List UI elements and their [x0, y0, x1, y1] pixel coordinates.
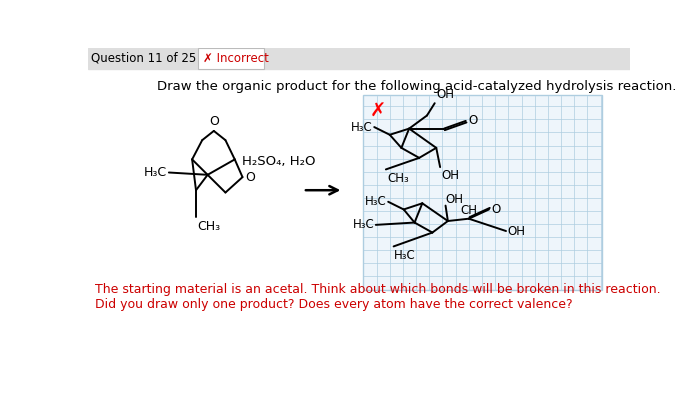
- Text: H₃C: H₃C: [393, 249, 415, 262]
- Bar: [198, 48, 264, 69]
- Text: OH: OH: [508, 224, 526, 238]
- Text: The starting material is an acetal. Think about which bonds will be broken in th: The starting material is an acetal. Thin…: [95, 283, 661, 296]
- Text: ✗: ✗: [370, 101, 386, 121]
- Text: H₂SO₄, H₂O: H₂SO₄, H₂O: [242, 155, 316, 168]
- Text: CH₃: CH₃: [387, 172, 409, 185]
- Text: OH: OH: [446, 193, 463, 206]
- Text: H₃C: H₃C: [351, 121, 372, 134]
- Bar: [88, 48, 630, 69]
- Text: O: O: [209, 115, 219, 128]
- Text: CH₃: CH₃: [197, 220, 220, 233]
- Text: OH: OH: [436, 88, 454, 101]
- Bar: [363, 96, 602, 289]
- Text: H₃C: H₃C: [365, 195, 386, 208]
- Text: Draw the organic product for the following acid-catalyzed hydrolysis reaction.: Draw the organic product for the followi…: [158, 80, 677, 93]
- Text: O: O: [468, 114, 477, 127]
- Text: Did you draw only one product? Does every atom have the correct valence?: Did you draw only one product? Does ever…: [95, 298, 573, 311]
- Text: H₃C: H₃C: [144, 166, 167, 179]
- Text: Question 11 of 25 (1 point): Question 11 of 25 (1 point): [92, 52, 251, 65]
- Text: H₃C: H₃C: [353, 219, 375, 231]
- Text: CH: CH: [461, 204, 477, 217]
- Text: O: O: [491, 203, 500, 216]
- Text: ✗ Incorrect: ✗ Incorrect: [203, 52, 269, 65]
- Text: O: O: [246, 171, 256, 183]
- Text: OH: OH: [442, 169, 460, 181]
